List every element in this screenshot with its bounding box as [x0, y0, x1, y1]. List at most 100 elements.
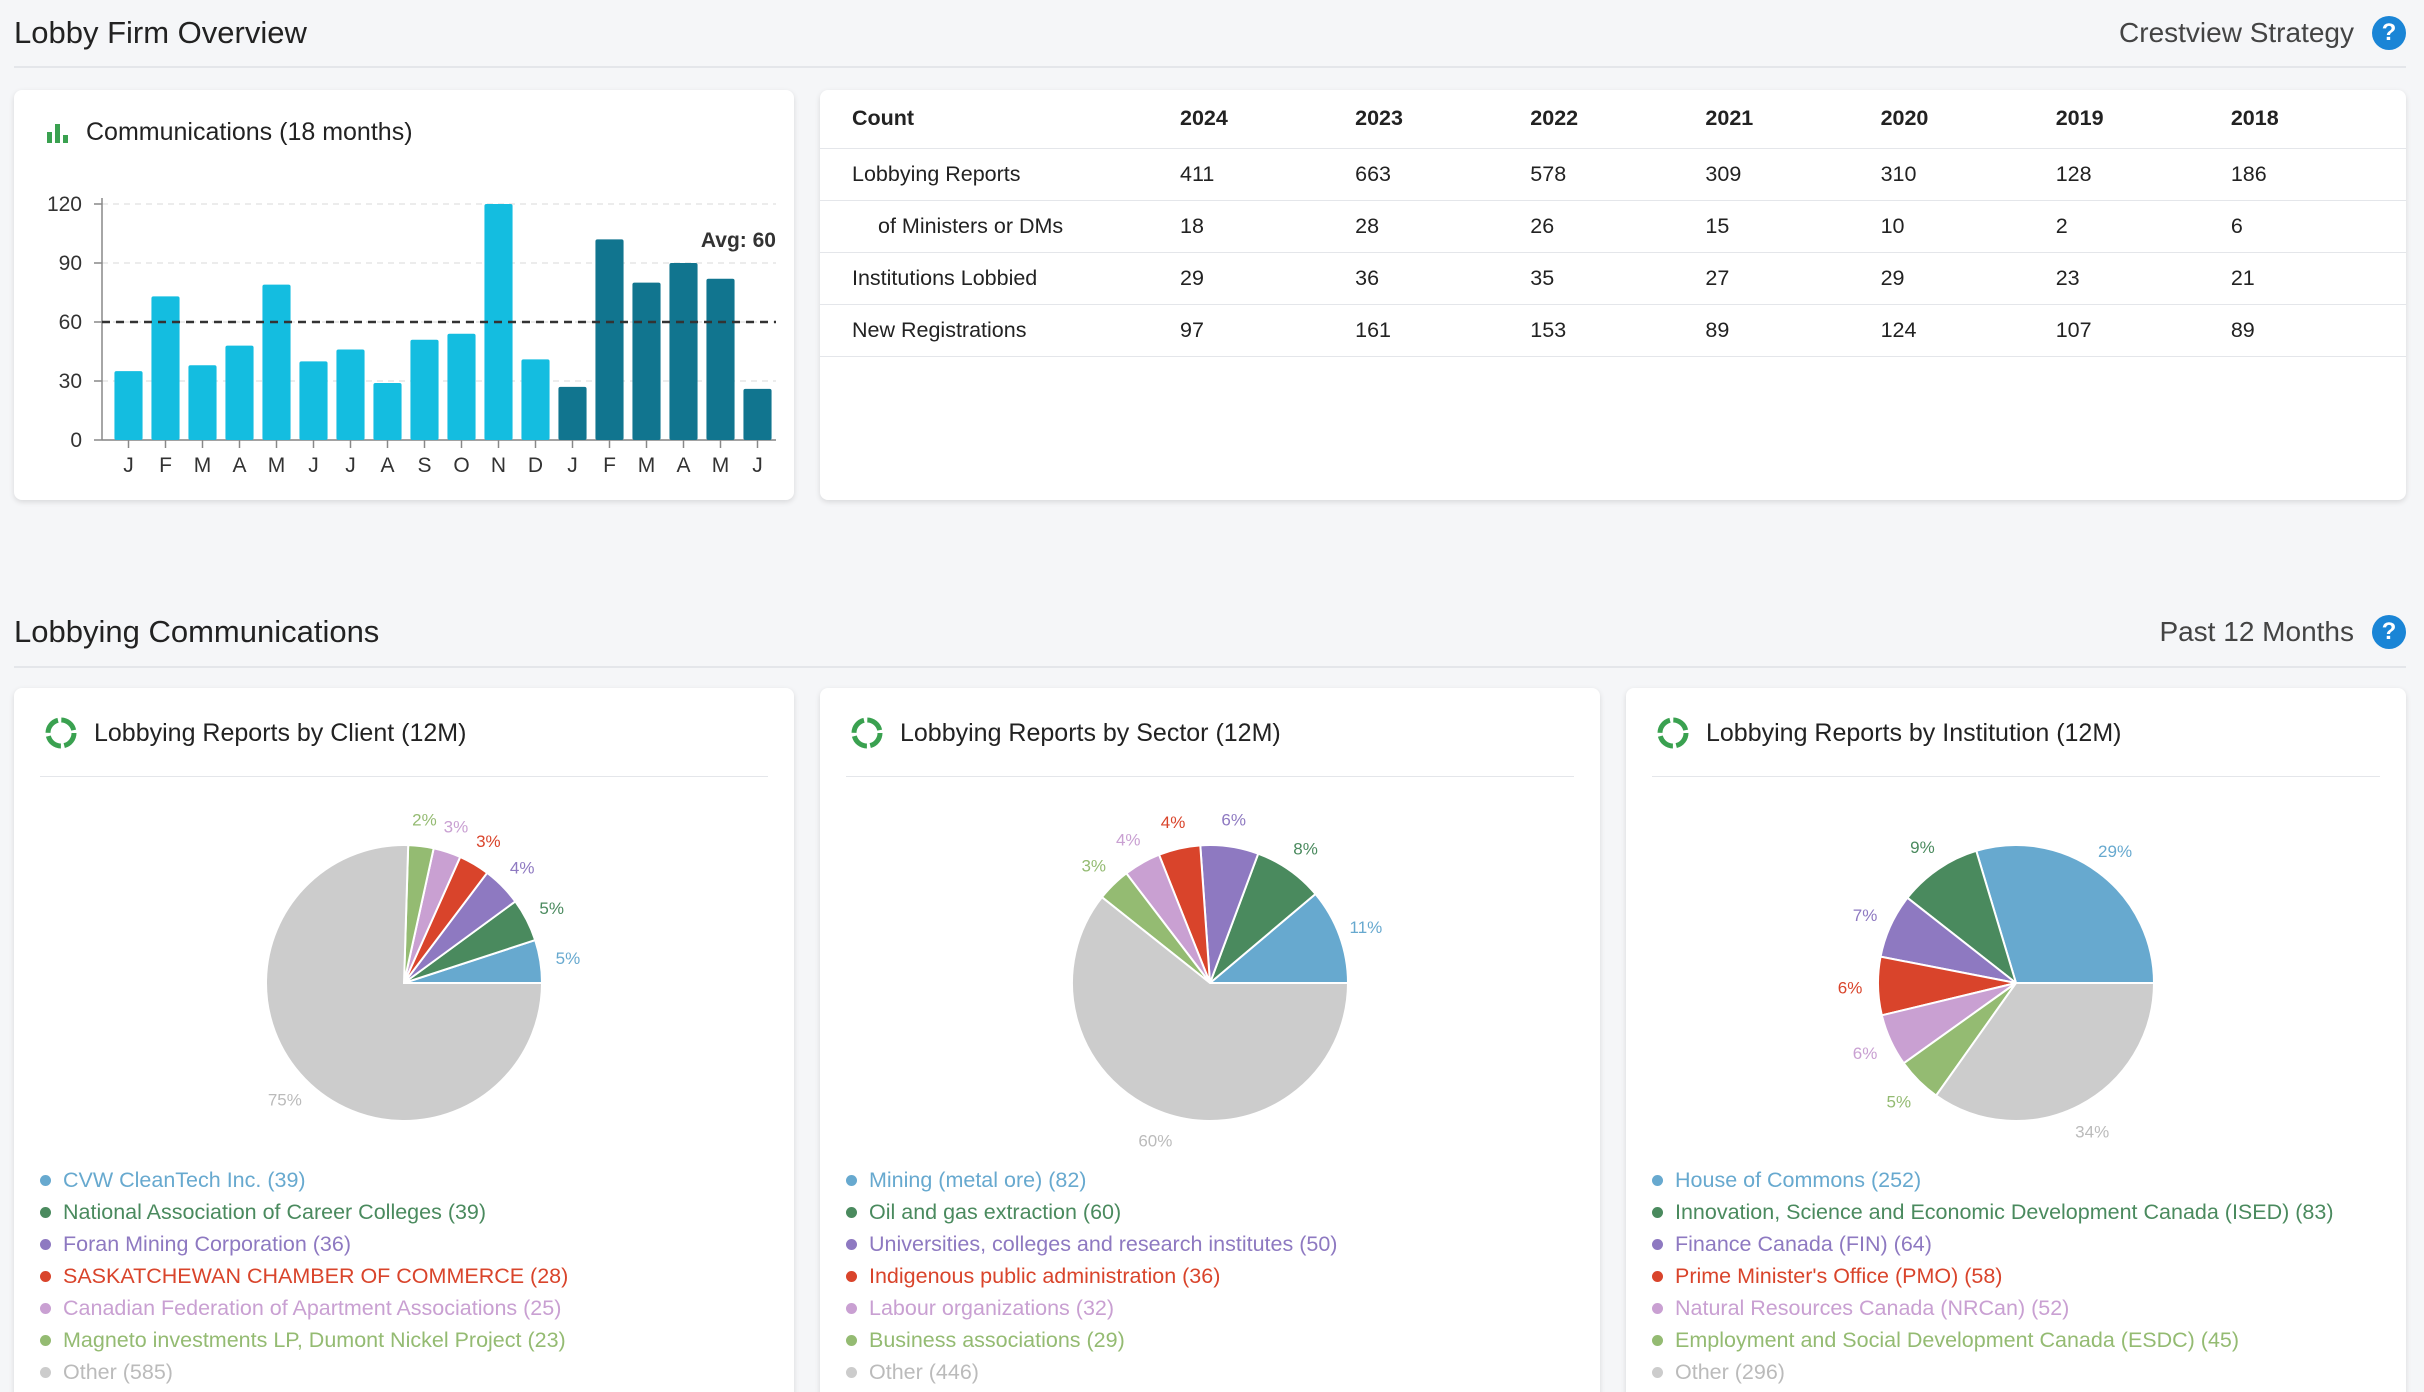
pie-card-header: Lobbying Reports by Institution (12M): [1656, 716, 2122, 750]
column-header-year: 2019: [2055, 106, 2104, 131]
pie-card: Lobbying Reports by Sector (12M) 11% 8% 6% 4…: [820, 688, 1600, 1392]
table-end-border: [820, 355, 2406, 357]
legend-item[interactable]: National Association of Career Colleges …: [40, 1196, 568, 1228]
x-tick-label: J: [123, 454, 134, 477]
bar: [188, 365, 217, 440]
slice-pct-label: 2%: [412, 810, 437, 829]
legend-dot: [846, 1302, 857, 1314]
period-label: Past 12 Months: [2159, 616, 2354, 647]
legend-item[interactable]: Natural Resources Canada (NRCan) (52): [1652, 1292, 2334, 1324]
legend-item[interactable]: Foran Mining Corporation (36): [40, 1228, 568, 1260]
donut-chart-icon: [851, 717, 883, 749]
column-header-year: 2018: [2230, 106, 2279, 131]
y-tick-label: 30: [59, 370, 82, 393]
legend-label: Labour organizations (32): [869, 1296, 1115, 1320]
table-cell: 128: [2055, 147, 2231, 200]
slice-pct-label: 7%: [1853, 906, 1878, 925]
firm-info: Crestview Strategy ?: [2119, 16, 2406, 50]
pie-card: Lobbying Reports by Client (12M) 5% 5% 4% 3%…: [14, 688, 794, 1392]
x-tick-label: M: [194, 454, 212, 477]
table-row: New Registrations 97 161 153 89 124 107 89: [820, 303, 2406, 356]
page-title: Lobby Firm Overview: [14, 15, 307, 50]
slice-pct-label: 5%: [1887, 1093, 1912, 1112]
legend-label: Natural Resources Canada (NRCan) (52): [1675, 1296, 2070, 1320]
overview-header: Lobby Firm Overview Crestview Strategy ?: [14, 0, 2406, 68]
x-tick-label: M: [268, 454, 286, 477]
help-icon[interactable]: ?: [2372, 16, 2406, 50]
legend-label: SASKATCHEWAN CHAMBER OF COMMERCE (28): [63, 1264, 569, 1288]
column-header-year: 2020: [1880, 106, 1929, 131]
legend-item[interactable]: Labour organizations (32): [846, 1292, 1337, 1324]
bar-chart-icon: [47, 123, 68, 143]
legend-item[interactable]: SASKATCHEWAN CHAMBER OF COMMERCE (28): [40, 1260, 568, 1292]
legend-item[interactable]: Mining (metal ore) (82): [846, 1164, 1337, 1196]
legend-item[interactable]: Prime Minister's Office (PMO) (58): [1652, 1260, 2334, 1292]
legend-item[interactable]: Other (585): [40, 1356, 568, 1388]
legend-item[interactable]: Business associations (29): [846, 1324, 1337, 1356]
slice-pct-label: 75%: [268, 1091, 302, 1110]
legend-item[interactable]: Other (296): [1652, 1356, 2334, 1388]
legend-item[interactable]: Indigenous public administration (36): [846, 1260, 1337, 1292]
bar: [262, 284, 291, 440]
legend-item[interactable]: Employment and Social Development Canada…: [1652, 1324, 2334, 1356]
pie-legend: House of Commons (252) Innovation, Scienc…: [1652, 1164, 2334, 1388]
legend-item[interactable]: Other (446): [846, 1356, 1337, 1388]
x-tick-label: F: [159, 454, 172, 477]
x-tick-label: J: [345, 454, 356, 477]
legend-dot: [846, 1334, 857, 1346]
row-label: of Ministers or DMs: [820, 199, 1180, 252]
pie-slice: [1934, 982, 2156, 1122]
table-cell: 2: [2055, 199, 2231, 252]
pie-card-header: Lobbying Reports by Sector (12M): [850, 716, 1281, 750]
legend-dot: [40, 1238, 51, 1250]
bar: [114, 371, 143, 440]
legend-item[interactable]: Magneto investments LP, Dumont Nickel Pr…: [40, 1324, 568, 1356]
legend-item[interactable]: Canadian Federation of Apartment Associa…: [40, 1292, 568, 1324]
table-row: Institutions Lobbied 29 36 35 27 29 23 21: [820, 251, 2406, 304]
help-icon[interactable]: ?: [2372, 615, 2406, 649]
legend-label: Indigenous public administration (36): [869, 1264, 1221, 1288]
legend-item[interactable]: Oil and gas extraction (60): [846, 1196, 1337, 1228]
legend-label: Business associations (29): [869, 1328, 1125, 1352]
y-tick-label: 120: [47, 193, 82, 216]
legend-dot: [1652, 1238, 1663, 1250]
legend-dot: [846, 1174, 857, 1186]
x-tick-label: S: [417, 454, 431, 477]
table-cell: 23: [2055, 251, 2231, 304]
slice-pct-label: 3%: [1081, 856, 1106, 875]
slice-pct-label: 34%: [2075, 1122, 2109, 1141]
bar: [521, 359, 550, 440]
legend-dot: [40, 1334, 51, 1346]
table-header-row: Count 2024 2023 2022 2021 2020 2019 2018: [820, 90, 2406, 148]
legend-label: Other (446): [869, 1360, 979, 1384]
legend-item[interactable]: House of Commons (252): [1652, 1164, 2334, 1196]
communications-card-header: Communications (18 months): [44, 118, 413, 147]
table-cell: 89: [1705, 303, 1881, 356]
pie-legend: Mining (metal ore) (82) Oil and gas extra…: [846, 1164, 1337, 1388]
bar: [558, 386, 587, 440]
table-cell: 35: [1530, 251, 1706, 304]
legend-dot: [40, 1270, 51, 1282]
table-cell: 153: [1530, 303, 1706, 356]
legend-item[interactable]: Finance Canada (FIN) (64): [1652, 1228, 2334, 1260]
y-tick-label: 90: [59, 252, 82, 275]
pie-slice: [1207, 892, 1350, 984]
x-tick-label: J: [567, 454, 578, 477]
legend-item[interactable]: Universities, colleges and research inst…: [846, 1228, 1337, 1260]
x-tick-label: A: [380, 454, 394, 477]
table-cell: 36: [1355, 251, 1531, 304]
column-header-year: 2021: [1705, 106, 1754, 131]
x-tick-label: M: [712, 454, 730, 477]
legend-dot: [40, 1174, 51, 1186]
legend-item[interactable]: CVW CleanTech Inc. (39): [40, 1164, 568, 1196]
legend-item[interactable]: Innovation, Science and Economic Develop…: [1652, 1196, 2334, 1228]
table-cell: 411: [1180, 147, 1356, 200]
legend-dot: [40, 1366, 51, 1378]
x-tick-label: F: [603, 454, 616, 477]
firm-name: Crestview Strategy: [2119, 17, 2354, 48]
legend-label: Finance Canada (FIN) (64): [1675, 1232, 1932, 1256]
bar: [373, 382, 402, 440]
x-tick-label: O: [453, 454, 469, 477]
pie-chart: 11% 8% 6% 4% 4% 3% 60%: [1071, 811, 1382, 1151]
bar: [336, 349, 365, 440]
